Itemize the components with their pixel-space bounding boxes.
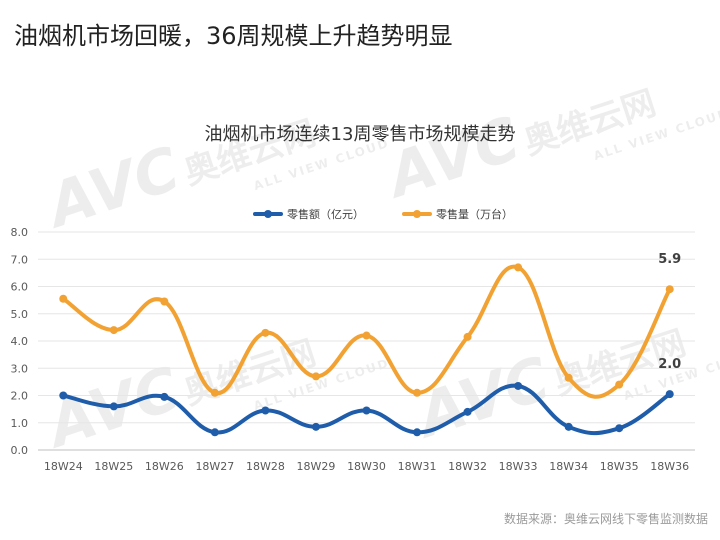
data-point <box>615 424 624 433</box>
y-tick-label: 7.0 <box>11 253 29 266</box>
x-tick-label: 18W25 <box>94 460 133 473</box>
chart-legend: 零售额（亿元） 零售量（万台） <box>253 207 513 221</box>
data-point <box>665 390 674 399</box>
x-tick-label: 18W26 <box>145 460 184 473</box>
data-label: 5.9 <box>658 252 681 267</box>
data-point <box>261 406 270 415</box>
y-tick-label: 0.0 <box>11 444 29 457</box>
x-tick-label: 18W28 <box>246 460 285 473</box>
legend-label: 零售额（亿元） <box>287 207 364 221</box>
x-tick-label: 18W34 <box>549 460 588 473</box>
data-point <box>564 373 573 382</box>
y-axis: 0.0 1.0 2.0 3.0 4.0 5.0 6.0 7.0 8.0 <box>11 226 29 457</box>
data-point <box>514 381 523 390</box>
legend-marker <box>264 210 272 218</box>
data-point <box>59 391 68 400</box>
chart-grid <box>38 231 695 451</box>
x-tick-label: 18W29 <box>297 460 336 473</box>
page-headline: 油烟机市场回暖，36周规模上升趋势明显 <box>14 22 453 50</box>
y-tick-label: 5.0 <box>11 308 29 321</box>
data-point <box>261 328 270 337</box>
data-point <box>311 372 320 381</box>
data-point <box>210 428 219 437</box>
data-point <box>311 422 320 431</box>
y-tick-label: 6.0 <box>11 281 29 294</box>
data-point <box>413 428 422 437</box>
data-point <box>514 263 523 272</box>
x-tick-label: 18W33 <box>499 460 538 473</box>
x-tick-label: 18W31 <box>398 460 437 473</box>
data-point <box>463 332 472 341</box>
data-point <box>160 392 169 401</box>
x-tick-label: 18W32 <box>448 460 487 473</box>
y-tick-label: 8.0 <box>11 226 29 239</box>
data-point <box>665 285 674 294</box>
data-point <box>210 388 219 397</box>
y-tick-label: 4.0 <box>11 335 29 348</box>
x-tick-label: 18W24 <box>44 460 83 473</box>
data-source-note: 数据来源：奥维云网线下零售监测数据 <box>503 512 708 526</box>
data-point <box>615 380 624 389</box>
x-tick-label: 18W27 <box>195 460 234 473</box>
data-label: 2.0 <box>658 357 681 372</box>
legend-label: 零售量（万台） <box>436 207 513 221</box>
data-labels: 2.0 5.9 <box>658 252 681 372</box>
y-tick-label: 1.0 <box>11 417 29 430</box>
chart-title: 油烟机市场连续13周零售市场规模走势 <box>205 124 516 145</box>
legend-marker <box>413 210 421 218</box>
data-point <box>362 406 371 415</box>
data-point <box>160 297 169 306</box>
x-tick-label: 18W30 <box>347 460 386 473</box>
data-point <box>413 388 422 397</box>
x-tick-label: 18W35 <box>600 460 639 473</box>
x-axis: 18W24 18W25 18W26 18W27 18W28 18W29 18W30 18W31… <box>44 460 689 473</box>
data-point <box>463 407 472 416</box>
data-point <box>362 331 371 340</box>
x-tick-label: 18W36 <box>650 460 689 473</box>
data-point <box>59 294 68 303</box>
y-tick-label: 2.0 <box>11 390 29 403</box>
data-point <box>564 422 573 431</box>
chart-series <box>59 263 674 437</box>
y-tick-label: 3.0 <box>11 362 29 375</box>
data-point <box>109 326 118 335</box>
data-point <box>109 402 118 411</box>
